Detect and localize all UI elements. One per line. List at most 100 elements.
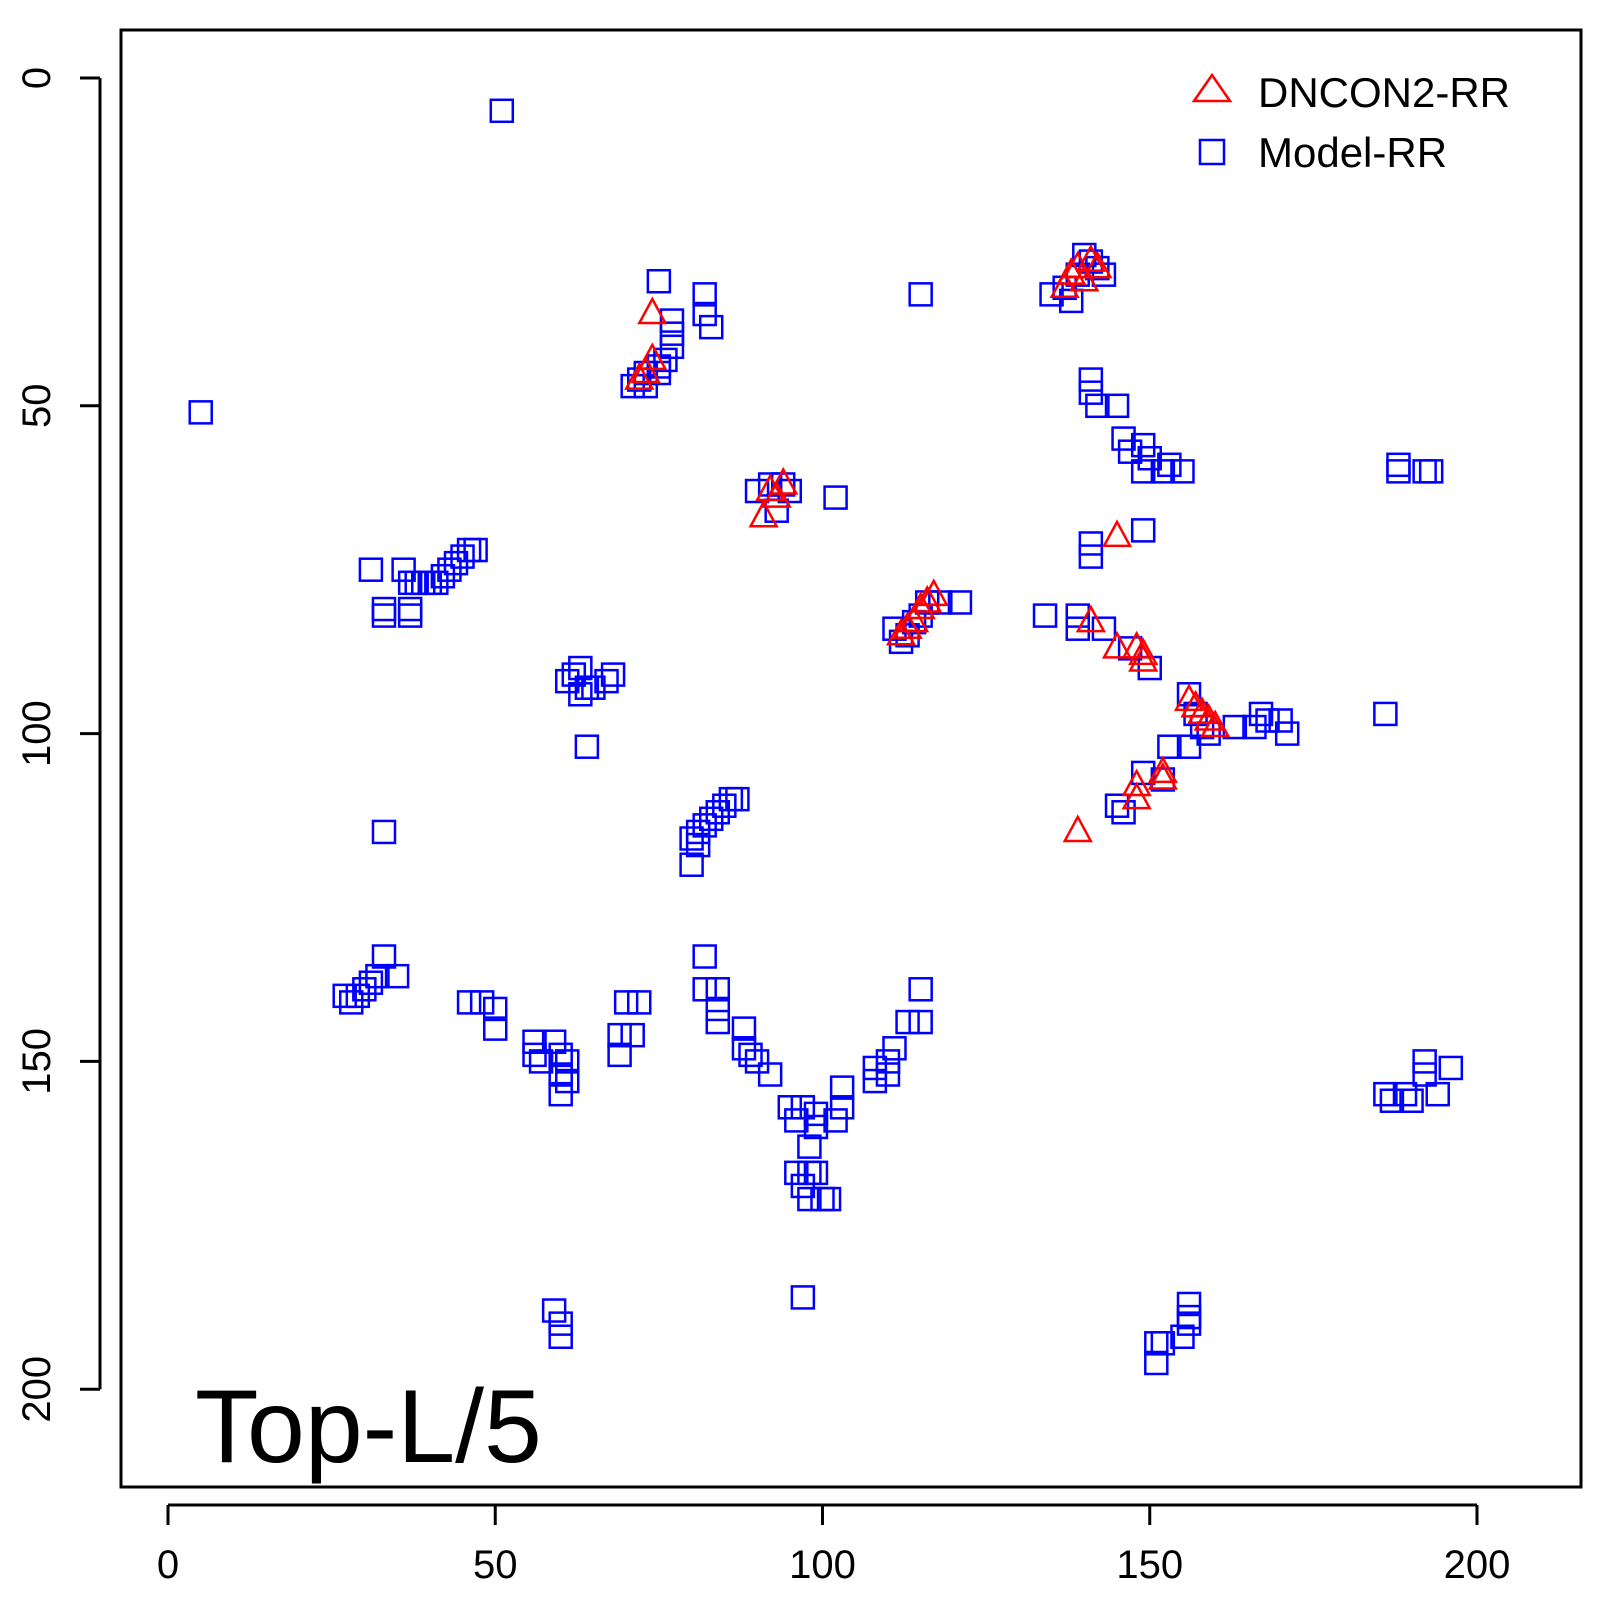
- model-rr-point: [443, 550, 469, 576]
- model-rr-point: [1255, 708, 1280, 733]
- model-rr-point: [345, 983, 371, 1009]
- model-rr-point: [895, 1009, 920, 1035]
- model-rr-point: [659, 321, 685, 346]
- model-rr-point: [1176, 1291, 1202, 1317]
- model-rr-point: [1078, 531, 1104, 556]
- dncon2-rr-point: [1049, 270, 1080, 299]
- model-rr-point: [790, 1285, 816, 1310]
- model-rr-point: [607, 1042, 632, 1068]
- dncon2-rr-point: [1082, 250, 1113, 279]
- model-rr-point: [803, 1101, 829, 1127]
- model-rr-point: [744, 478, 770, 504]
- model-rr-point: [430, 564, 456, 589]
- model-rr-point: [1157, 452, 1182, 478]
- y-tick-label: 150: [15, 1028, 59, 1095]
- model-rr-point: [548, 1081, 573, 1107]
- model-rr-point: [790, 1095, 816, 1120]
- model-rr-point: [803, 1114, 829, 1140]
- model-rr-point: [1144, 1350, 1169, 1376]
- model-rr-point: [548, 1062, 573, 1087]
- points-layer: [188, 98, 1464, 1376]
- model-rr-point: [456, 990, 482, 1015]
- model-rr-point: [908, 282, 933, 307]
- model-rr-point: [358, 557, 384, 582]
- model-rr-point: [1176, 734, 1202, 759]
- dncon2-rr-point: [1101, 630, 1133, 659]
- model-rr-point: [1373, 701, 1398, 727]
- legend-label-dncon2: DNCON2-RR: [1258, 69, 1510, 116]
- model-rr-point: [731, 1036, 757, 1061]
- plot-frame: [119, 28, 1583, 1489]
- model-rr-point: [797, 1186, 822, 1212]
- model-rr-point: [522, 1042, 547, 1068]
- model-rr-point: [784, 1160, 809, 1186]
- model-rr-point: [862, 1055, 888, 1081]
- model-rr-point: [528, 1049, 554, 1074]
- model-rr-point: [816, 1186, 842, 1212]
- panel-annotation: Top-L/5: [195, 1369, 542, 1485]
- model-rr-point: [365, 963, 390, 989]
- model-rr-point: [568, 682, 593, 707]
- model-rr-point: [1078, 380, 1104, 405]
- model-rr-point: [1412, 459, 1437, 484]
- model-rr-point: [1111, 426, 1136, 451]
- model-rr-point: [1032, 603, 1058, 628]
- model-rr-point: [384, 963, 410, 989]
- dncon2-rr-point: [1200, 709, 1231, 738]
- model-rr-point: [698, 314, 724, 340]
- model-rr-point: [882, 1036, 907, 1061]
- dncon2-rr-point: [1128, 643, 1159, 672]
- model-rr-point: [1039, 282, 1064, 307]
- model-rr-point: [1104, 393, 1130, 419]
- dncon2-rr-point: [1193, 702, 1224, 731]
- model-rr-point: [1399, 1088, 1424, 1113]
- model-rr-point: [829, 1095, 855, 1120]
- model-rr-point: [692, 282, 717, 307]
- model-rr-point: [1157, 734, 1182, 759]
- model-rr-point: [797, 1160, 822, 1186]
- model-rr-point: [626, 990, 652, 1015]
- model-rr-point: [1386, 452, 1411, 478]
- model-rr-point: [823, 1108, 848, 1133]
- model-rr-point: [1242, 714, 1267, 740]
- model-rr-point: [483, 996, 508, 1022]
- model-rr-point: [1150, 459, 1176, 484]
- model-rr-point: [1085, 393, 1110, 419]
- model-rr-point: [339, 990, 364, 1015]
- model-rr-point: [679, 826, 704, 851]
- y-tick-label: 0: [15, 67, 59, 89]
- model-rr-point: [437, 557, 462, 582]
- model-rr-point: [600, 662, 626, 687]
- model-rr-point: [554, 1068, 580, 1094]
- model-rr-point: [1176, 1311, 1202, 1336]
- model-rr-point: [875, 1049, 901, 1074]
- model-rr-point: [371, 603, 397, 628]
- model-rr-point: [1104, 793, 1130, 818]
- model-rr-point: [561, 662, 587, 687]
- model-rr-point: [1248, 701, 1274, 727]
- x-tick-label: 50: [473, 1543, 518, 1587]
- model-rr-point: [679, 852, 704, 877]
- model-rr-point: [1268, 708, 1293, 733]
- model-rr-point: [1412, 1049, 1437, 1074]
- model-rr-point: [554, 1049, 580, 1074]
- model-rr-point: [862, 1068, 888, 1094]
- dncon2-rr-point: [892, 611, 923, 639]
- dncon2-rr-point: [768, 466, 799, 495]
- model-rr-point: [607, 1022, 632, 1048]
- model-rr-point: [685, 819, 711, 845]
- model-rr-point: [1425, 1081, 1450, 1107]
- model-rr-point: [358, 970, 384, 995]
- model-rr-point: [705, 977, 731, 1002]
- dncon2-rr-point: [918, 578, 949, 607]
- model-rr-point: [757, 1062, 783, 1087]
- model-rr-point: [646, 268, 672, 294]
- dncon2-rr-point: [1173, 683, 1205, 712]
- model-rr-point: [803, 1160, 829, 1186]
- model-rr-point: [692, 813, 717, 838]
- model-rr-point: [1065, 603, 1091, 628]
- model-rr-point: [188, 400, 213, 425]
- model-rr-point: [1078, 544, 1104, 569]
- model-rr-point: [777, 1095, 803, 1120]
- dncon2-rr-point: [1062, 814, 1093, 843]
